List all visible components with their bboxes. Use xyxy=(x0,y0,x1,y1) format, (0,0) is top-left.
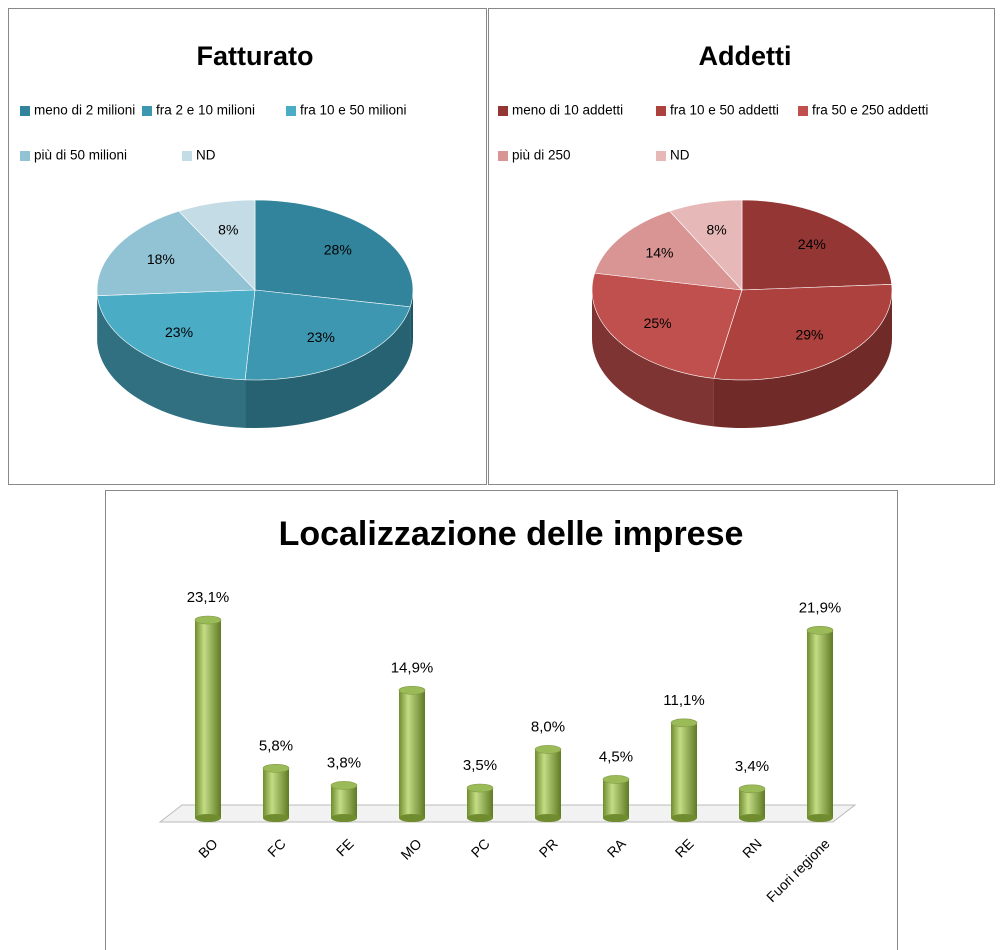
bar-top xyxy=(806,625,834,635)
bar-base xyxy=(603,814,629,822)
legend-swatch xyxy=(656,106,666,116)
bar-top xyxy=(262,763,290,773)
slice-side xyxy=(97,295,246,428)
data-label: 21,9% xyxy=(799,599,842,616)
bar-base xyxy=(535,814,561,822)
slice xyxy=(713,284,893,381)
data-label: 8% xyxy=(707,221,727,237)
bar-base xyxy=(739,814,765,822)
slice-shade xyxy=(245,306,411,428)
bar-top xyxy=(330,781,358,790)
bar-base xyxy=(671,814,697,822)
legend-label: fra 50 e 250 addetti xyxy=(812,103,928,118)
data-label: 4,5% xyxy=(599,748,633,765)
data-label: 18% xyxy=(147,251,175,267)
legend-label: ND xyxy=(196,148,216,163)
bar-top xyxy=(534,745,562,754)
slice-shade xyxy=(713,290,892,428)
data-label: 3,5% xyxy=(463,757,497,774)
slice-side xyxy=(713,290,892,428)
slice xyxy=(244,289,411,381)
legend-swatch xyxy=(656,151,666,161)
chart-title: Fatturato xyxy=(197,41,314,71)
slice xyxy=(669,199,743,291)
slice xyxy=(594,210,743,291)
legend-label: più di 50 milioni xyxy=(34,148,127,163)
bar xyxy=(739,788,765,818)
bar xyxy=(807,630,833,818)
bar-base xyxy=(195,814,221,822)
bar-base xyxy=(807,814,833,822)
legend-swatch xyxy=(20,106,30,116)
legend-label: più di 250 xyxy=(512,148,571,163)
bar-top xyxy=(398,685,426,695)
legend-label: meno di 10 addetti xyxy=(512,103,623,118)
legend-swatch xyxy=(498,106,508,116)
slice-shade xyxy=(410,290,413,355)
bar-base xyxy=(263,814,289,822)
legend-label: fra 2 e 10 milioni xyxy=(156,103,255,118)
chart-title: Addetti xyxy=(699,41,792,71)
bar xyxy=(535,749,561,818)
bar-base xyxy=(467,814,493,822)
data-label: 29% xyxy=(795,327,823,343)
slice-shade xyxy=(97,295,246,428)
legend-label: fra 10 e 50 milioni xyxy=(300,103,407,118)
data-label: 14% xyxy=(645,245,673,261)
data-label: 14,9% xyxy=(391,659,434,676)
data-label: 24% xyxy=(798,236,826,252)
bar-top xyxy=(602,775,630,784)
chart-frame xyxy=(105,490,898,950)
slice-side xyxy=(410,290,413,355)
bar-base xyxy=(331,814,357,822)
bar xyxy=(671,722,697,818)
data-label: 8% xyxy=(218,221,238,237)
slice xyxy=(96,289,256,381)
slice xyxy=(96,210,256,296)
bar xyxy=(399,690,425,818)
legend-label: ND xyxy=(670,148,690,163)
legend-swatch xyxy=(20,151,30,161)
data-label: 8,0% xyxy=(531,718,565,735)
bar-top xyxy=(466,783,494,793)
bar xyxy=(263,768,289,818)
bar-base xyxy=(399,814,425,822)
bar xyxy=(467,788,493,818)
bar xyxy=(603,779,629,818)
data-label: 5,8% xyxy=(259,737,293,754)
slice xyxy=(254,199,414,308)
legend-label: fra 10 e 50 addetti xyxy=(670,103,779,118)
legend-swatch xyxy=(286,106,296,116)
data-label: 28% xyxy=(324,242,352,258)
slice xyxy=(591,272,743,379)
bar xyxy=(331,785,357,818)
legend-swatch xyxy=(142,106,152,116)
bar xyxy=(195,620,221,818)
slice-side xyxy=(592,290,714,427)
legend-label: meno di 2 milioni xyxy=(34,103,135,118)
bar-top xyxy=(670,718,698,728)
slice xyxy=(178,199,256,291)
slice-side xyxy=(245,306,411,428)
bar-top xyxy=(194,615,222,625)
data-label: 23,1% xyxy=(187,589,230,606)
bar-top xyxy=(738,784,766,794)
legend-swatch xyxy=(182,151,192,161)
data-label: 25% xyxy=(644,315,672,331)
data-label: 3,4% xyxy=(735,758,769,775)
legend-swatch xyxy=(498,151,508,161)
data-label: 11,1% xyxy=(663,692,704,709)
data-label: 23% xyxy=(307,329,335,345)
slice-shade xyxy=(592,290,714,427)
chart-title: Localizzazione delle imprese xyxy=(279,515,744,553)
slice xyxy=(741,199,893,291)
data-label: 3,8% xyxy=(327,754,361,771)
legend-swatch xyxy=(798,106,808,116)
data-label: 23% xyxy=(165,324,193,340)
